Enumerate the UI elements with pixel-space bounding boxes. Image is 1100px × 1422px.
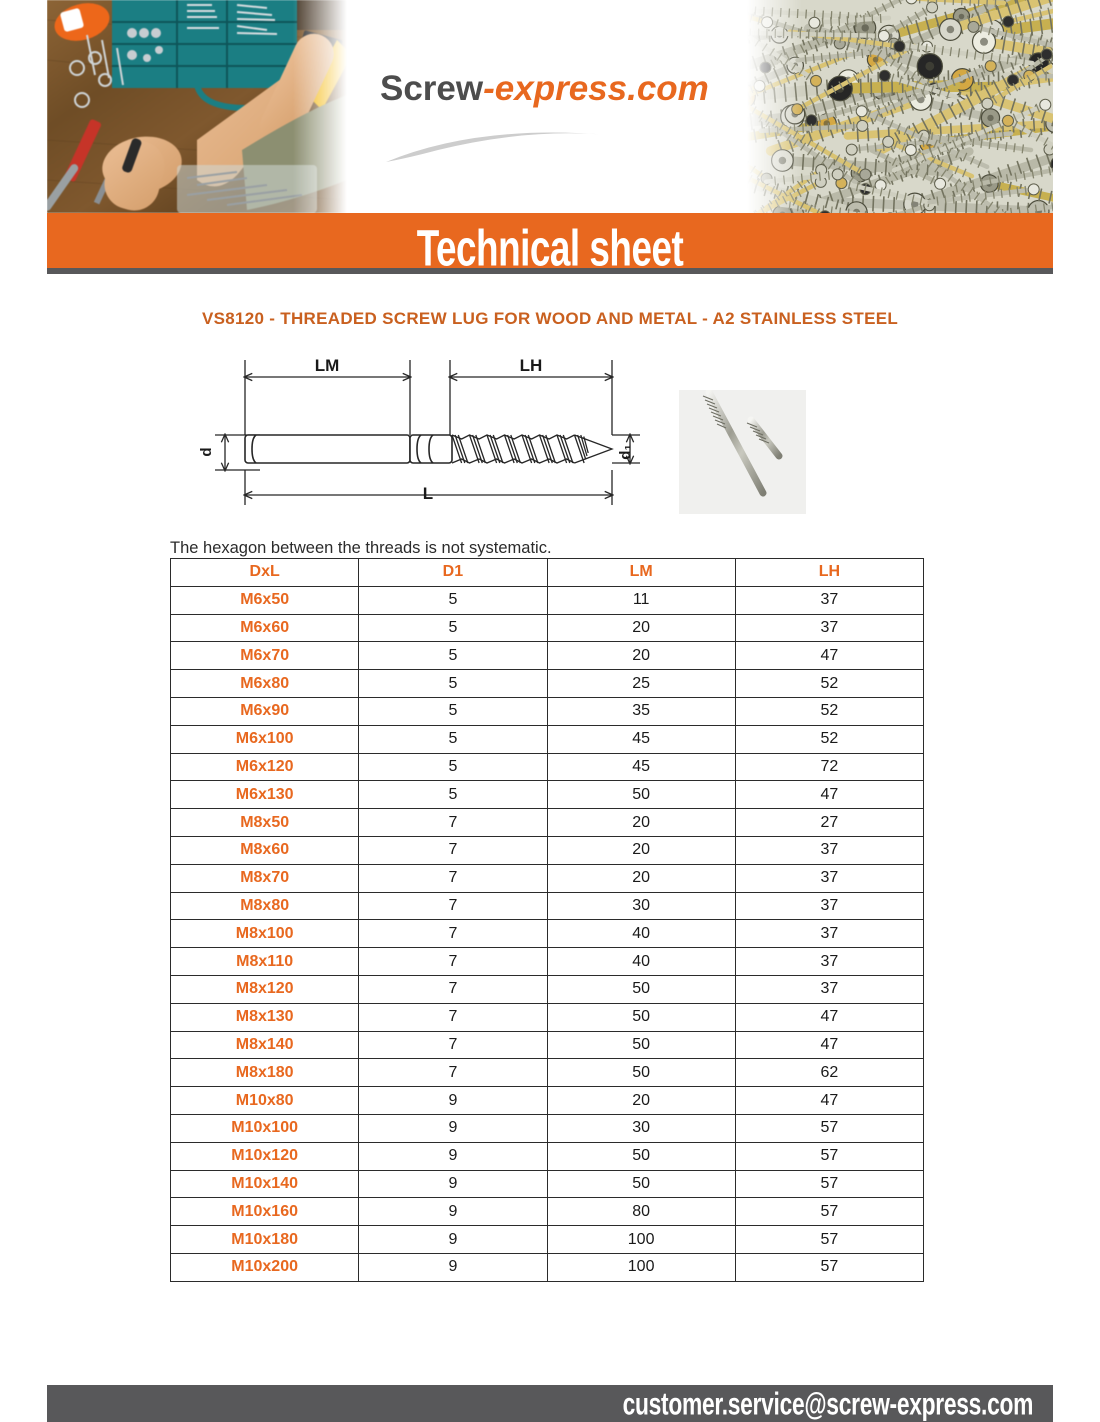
svg-text:L: L bbox=[423, 484, 433, 503]
svg-text:LM: LM bbox=[315, 356, 340, 375]
svg-text:d: d bbox=[198, 447, 215, 456]
svg-text:LH: LH bbox=[520, 356, 543, 375]
svg-text:d₁: d₁ bbox=[617, 444, 634, 459]
